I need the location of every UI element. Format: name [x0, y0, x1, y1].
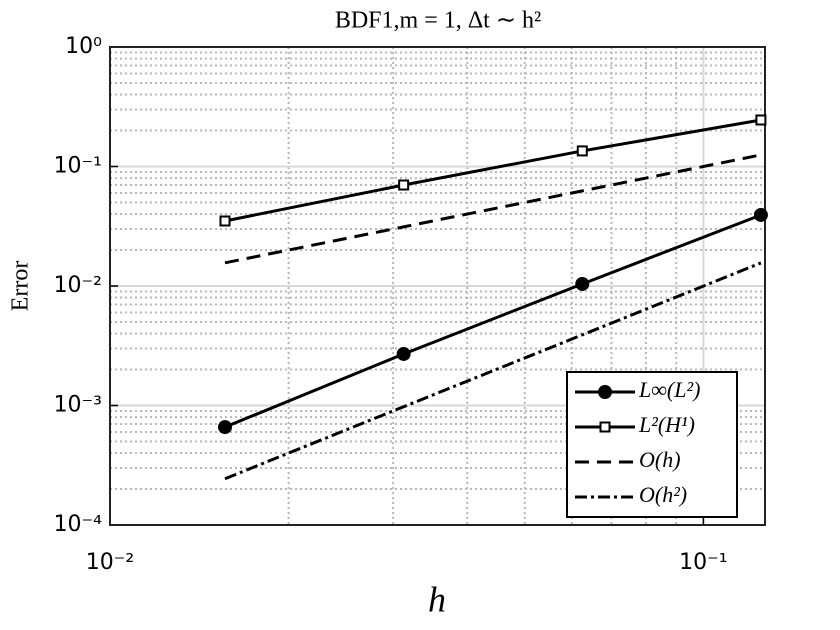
series-line — [224, 118, 762, 223]
y-tick-label: 10⁻³ — [54, 393, 102, 418]
marker — [576, 145, 588, 157]
marker — [575, 276, 590, 291]
legend-marker — [598, 385, 612, 399]
marker — [219, 215, 231, 227]
legend-label: L²(H¹) — [638, 412, 695, 437]
legend-label: L∞(L²) — [638, 377, 700, 402]
plot-frame — [109, 46, 766, 526]
chart-title: BDF1,m = 1, Δt ∼ h² — [335, 8, 541, 34]
series-line — [224, 153, 762, 265]
legend: L∞(L²) L²(H¹) O(h) O(h²) — [566, 371, 738, 518]
series-line — [224, 213, 762, 429]
marker — [753, 207, 768, 222]
legend-label: O(h) — [639, 447, 681, 472]
y-axis-label: Error — [8, 261, 34, 312]
legend-marker — [599, 421, 611, 433]
marker — [396, 346, 411, 361]
x-tick-label: 10⁻¹ — [679, 550, 727, 575]
series-line — [224, 261, 762, 481]
y-tick-label: 10⁻¹ — [54, 154, 102, 179]
y-tick-label: 10⁻⁴ — [54, 512, 103, 537]
x-axis-label: h — [428, 579, 446, 619]
legend-label: O(h²) — [639, 482, 687, 507]
y-tick-label: 10⁻² — [54, 273, 102, 298]
marker — [398, 179, 410, 191]
y-tick-label: 10⁰ — [65, 34, 102, 59]
marker — [755, 114, 767, 126]
legend-box — [566, 371, 738, 518]
x-tick-label: 10⁻² — [86, 550, 134, 575]
marker — [218, 420, 233, 435]
